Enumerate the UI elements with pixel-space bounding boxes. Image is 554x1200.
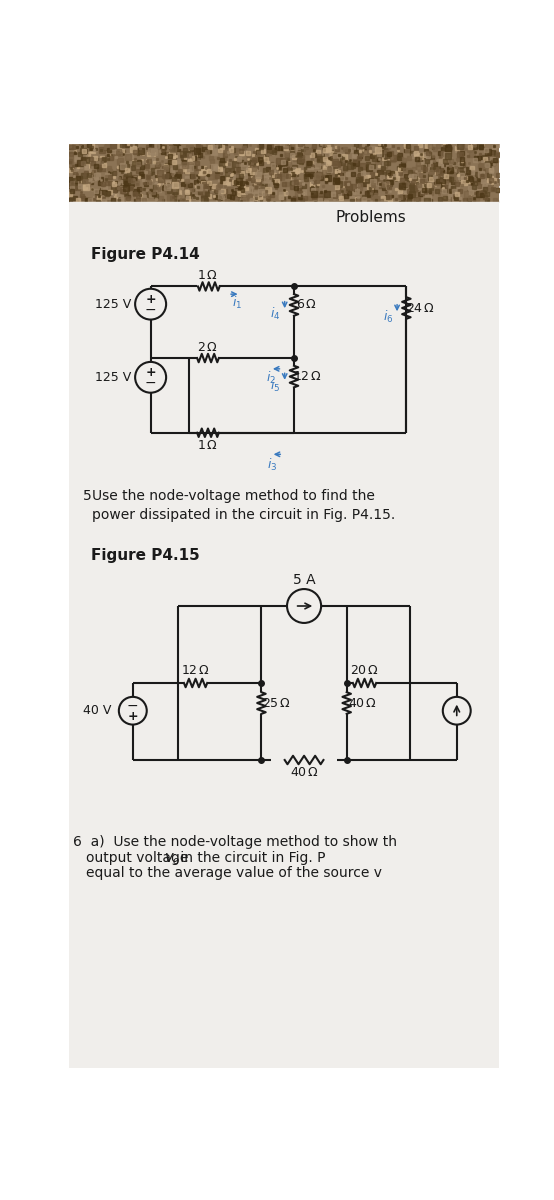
Text: $12\,\Omega$: $12\,\Omega$ [181,664,210,677]
Text: $1\,\Omega$: $1\,\Omega$ [197,438,218,451]
Text: +: + [145,293,156,306]
Circle shape [287,589,321,623]
Text: $1\,\Omega$: $1\,\Omega$ [197,269,218,282]
Circle shape [119,697,147,725]
Text: $i_6$: $i_6$ [383,310,393,325]
Text: $24\,\Omega$: $24\,\Omega$ [406,301,435,314]
Text: $i_3$: $i_3$ [267,457,278,473]
Text: −: − [145,376,156,390]
Text: +: + [145,366,156,379]
Bar [69,144,499,205]
Text: $25\,\Omega$: $25\,\Omega$ [263,696,291,709]
Circle shape [135,362,166,392]
Text: $v_o$: $v_o$ [164,851,180,866]
Text: $6\,\Omega$: $6\,\Omega$ [296,299,317,312]
Text: $2\,\Omega$: $2\,\Omega$ [197,341,218,354]
Circle shape [135,289,166,319]
Text: +: + [127,709,138,722]
Text: 5: 5 [83,488,92,503]
Text: equal to the average value of the source v: equal to the average value of the source… [86,866,382,881]
Circle shape [443,697,471,725]
Text: Use the node-voltage method to find the
power dissipated in the circuit in Fig. : Use the node-voltage method to find the … [93,488,396,522]
Text: 125 V: 125 V [95,298,131,311]
Text: 5 A: 5 A [293,572,315,587]
Text: −: − [127,700,138,713]
Text: $40\,\Omega$: $40\,\Omega$ [290,766,319,779]
Text: $12\,\Omega$: $12\,\Omega$ [294,370,322,383]
Text: $40\,\Omega$: $40\,\Omega$ [348,696,377,709]
Text: Figure P4.14: Figure P4.14 [91,247,199,262]
Text: −: − [145,302,156,317]
Text: in the circuit in Fig. P: in the circuit in Fig. P [176,851,326,865]
Text: Figure P4.15: Figure P4.15 [91,548,199,564]
Text: $i_4$: $i_4$ [270,306,281,323]
Text: $i_2$: $i_2$ [266,370,276,386]
Text: $i_1$: $i_1$ [232,295,243,312]
Text: 6  a)  Use the node-voltage method to show th: 6 a) Use the node-voltage method to show… [73,835,397,850]
Text: $20\,\Omega$: $20\,\Omega$ [350,664,379,677]
Text: output voltage: output voltage [86,851,193,865]
Text: Problems: Problems [336,210,407,224]
Text: 125 V: 125 V [95,371,131,384]
Text: 40 V: 40 V [83,704,111,718]
Text: $i_5$: $i_5$ [270,378,280,394]
